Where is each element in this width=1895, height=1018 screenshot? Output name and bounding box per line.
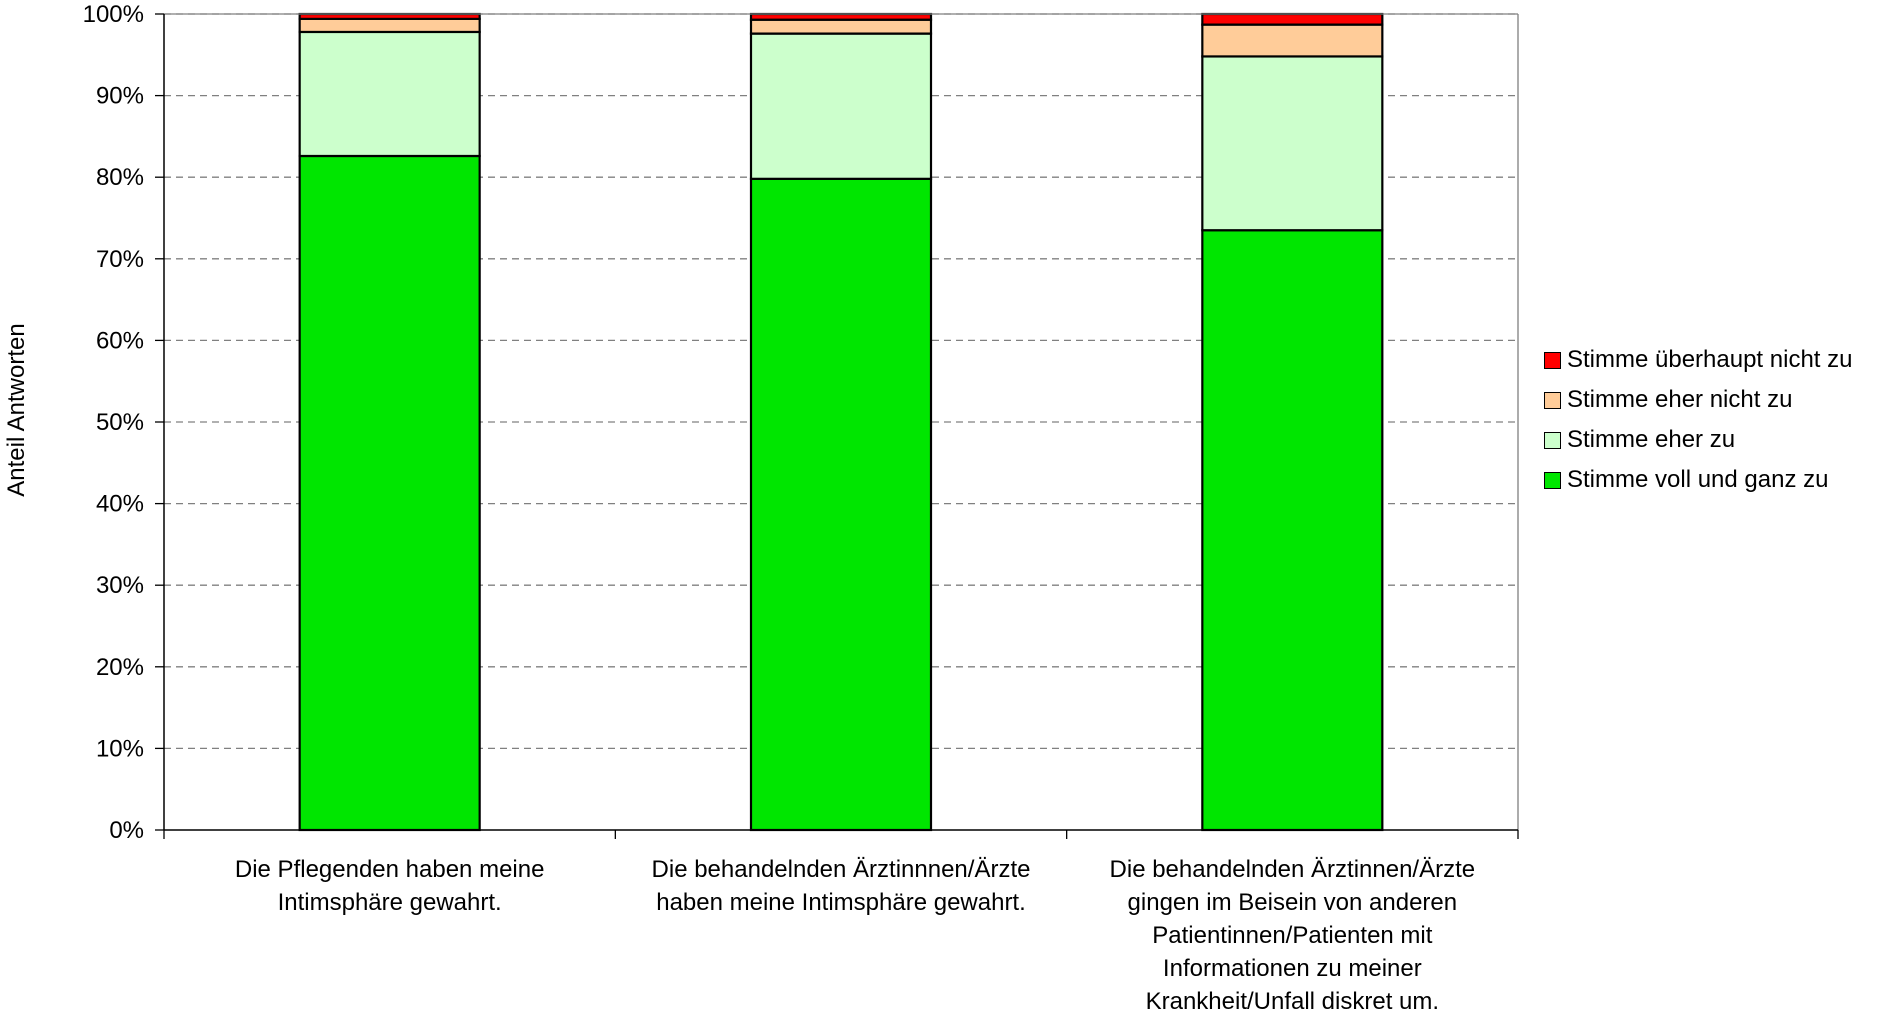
- bar-segment: [749, 18, 933, 35]
- y-tick-label: 10%: [96, 735, 144, 762]
- bar-segment: [1201, 55, 1384, 232]
- legend-label: Stimme eher nicht zu: [1567, 386, 1793, 413]
- bar-segment: [298, 17, 481, 34]
- axes: [155, 13, 1519, 839]
- legend-item: Stimme voll und ganz zu: [1544, 460, 1852, 500]
- bar-segment: [749, 177, 933, 832]
- bar-segment: [298, 154, 481, 832]
- y-tick-labels: 0% 10% 20% 30% 40% 50% 60% 70% 80% 90% 100%: [83, 1, 144, 844]
- y-tick-label: 0%: [109, 817, 144, 844]
- legend-label: Stimme überhaupt nicht zu: [1567, 346, 1853, 373]
- y-tick-label: 70%: [96, 246, 144, 273]
- y-tick-label: 90%: [96, 83, 144, 110]
- bar-segment: [1201, 12, 1384, 26]
- bar-segment: [298, 30, 481, 158]
- bar-segment: [1201, 23, 1384, 58]
- bar-segment: [749, 12, 933, 21]
- y-tick-label: 50%: [96, 409, 144, 436]
- y-tick-label: 60%: [96, 327, 144, 354]
- y-tick-label: 80%: [96, 164, 144, 191]
- legend-label: Stimme eher zu: [1567, 426, 1736, 453]
- y-axis-title: Anteil Antworten: [3, 323, 30, 496]
- y-tick-label: 20%: [96, 654, 144, 681]
- legend-swatch: [1544, 431, 1561, 449]
- y-tick-label: 40%: [96, 491, 144, 518]
- legend-item: Stimme eher nicht zu: [1544, 380, 1852, 420]
- y-tick-label: 30%: [96, 572, 144, 599]
- legend-swatch: [1544, 391, 1561, 409]
- x-category-label: Die behandelnden Ärztinnnen/Ärzte haben …: [651, 856, 1031, 916]
- bar-segment: [1201, 229, 1384, 832]
- bars: [298, 12, 1384, 832]
- bar-segment: [749, 32, 933, 180]
- x-category-label: Die Pflegenden haben meine Intimsphäre g…: [234, 856, 545, 916]
- legend-swatch: [1544, 351, 1561, 369]
- legend-swatch: [1544, 471, 1561, 489]
- legend-item: Stimme überhaupt nicht zu: [1544, 340, 1852, 380]
- x-category-label: Die behandelnden Ärztinnen/Ärzte gingen …: [1109, 856, 1476, 1015]
- legend-label: Stimme voll und ganz zu: [1567, 466, 1829, 493]
- legend-item: Stimme eher zu: [1544, 420, 1852, 460]
- legend: Stimme überhaupt nicht zu Stimme eher nic…: [1544, 340, 1852, 500]
- bar-segment: [298, 12, 481, 20]
- y-tick-label: 100%: [83, 1, 144, 28]
